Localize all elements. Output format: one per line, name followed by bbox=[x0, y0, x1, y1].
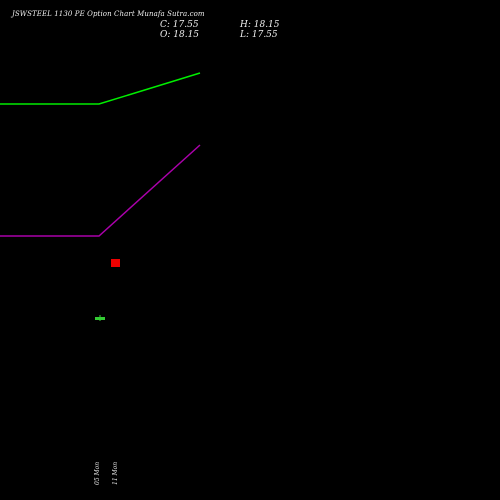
x-tick-label-1: 11 Mon bbox=[112, 462, 119, 485]
upper-line bbox=[0, 72, 201, 105]
candle-bearish bbox=[111, 259, 120, 267]
open-value: O: 18.15 bbox=[160, 30, 200, 40]
low-value: L: 17.55 bbox=[240, 30, 278, 40]
x-tick-label-0: 05 Mon bbox=[94, 462, 101, 485]
lower-line bbox=[0, 144, 201, 237]
chart-title: JSWSTEEL 1130 PE Option Chart Munafa Sut… bbox=[12, 10, 205, 18]
close-value: C: 17.55 bbox=[160, 20, 199, 30]
high-value: H: 18.15 bbox=[240, 20, 280, 30]
